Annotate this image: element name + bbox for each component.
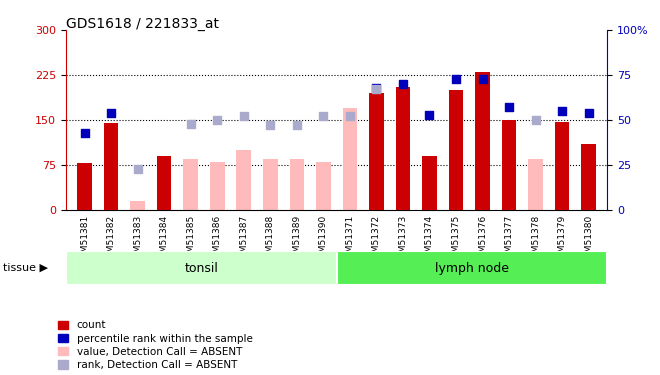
- Point: [451, 76, 461, 82]
- Bar: [316, 162, 331, 210]
- Bar: [422, 156, 437, 210]
- Point: [106, 110, 116, 116]
- Bar: [395, 87, 411, 210]
- Legend: count, percentile rank within the sample, value, Detection Call = ABSENT, rank, : count, percentile rank within the sample…: [58, 320, 253, 370]
- Bar: [555, 122, 570, 210]
- Point: [212, 117, 222, 123]
- Bar: [369, 93, 383, 210]
- Bar: [581, 144, 596, 210]
- Bar: [157, 156, 172, 210]
- FancyBboxPatch shape: [66, 251, 337, 285]
- Point: [424, 112, 435, 118]
- Point: [371, 86, 381, 92]
- FancyBboxPatch shape: [337, 251, 607, 285]
- Point: [318, 113, 329, 119]
- Text: tissue ▶: tissue ▶: [3, 263, 48, 273]
- Bar: [210, 162, 224, 210]
- Point: [504, 104, 514, 110]
- Bar: [343, 108, 357, 210]
- Bar: [77, 163, 92, 210]
- Bar: [236, 150, 251, 210]
- Point: [185, 121, 196, 127]
- Bar: [263, 159, 278, 210]
- Bar: [449, 90, 463, 210]
- Bar: [528, 159, 543, 210]
- Point: [133, 166, 143, 172]
- Point: [371, 85, 381, 91]
- Point: [79, 130, 90, 136]
- Point: [292, 122, 302, 128]
- Point: [345, 113, 355, 119]
- Text: tonsil: tonsil: [184, 262, 218, 274]
- Bar: [290, 159, 304, 210]
- Point: [265, 122, 276, 128]
- Point: [557, 108, 568, 114]
- Point: [477, 76, 488, 82]
- Point: [238, 113, 249, 119]
- Bar: [369, 108, 383, 210]
- Point: [530, 117, 541, 123]
- Bar: [104, 123, 118, 210]
- Point: [397, 81, 408, 87]
- Bar: [502, 120, 516, 210]
- Bar: [183, 159, 198, 210]
- Text: lymph node: lymph node: [435, 262, 509, 274]
- Point: [583, 110, 594, 116]
- Text: GDS1618 / 221833_at: GDS1618 / 221833_at: [66, 17, 219, 31]
- Bar: [475, 72, 490, 210]
- Bar: [130, 201, 145, 210]
